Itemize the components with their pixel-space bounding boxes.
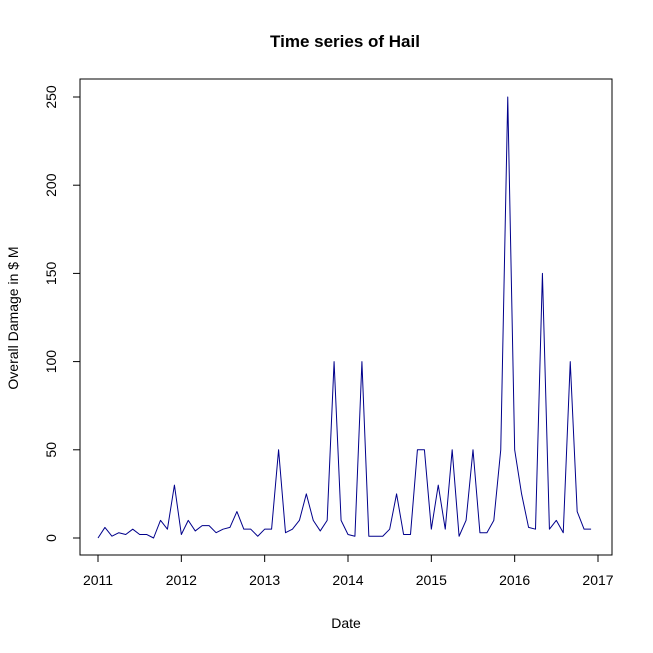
y-tick-label: 0 — [43, 534, 59, 542]
x-tick-label: 2012 — [166, 572, 197, 588]
x-tick-label: 2017 — [582, 572, 613, 588]
series-line — [97, 96, 592, 539]
x-tick-label: 2011 — [83, 572, 113, 588]
series-layer — [97, 96, 592, 539]
x-axis: 2011 2012 2013 2014 2015 2016 2017 — [83, 554, 614, 588]
x-tick-label: 2015 — [416, 572, 447, 588]
x-tick-label: 2016 — [499, 572, 530, 588]
y-axis: 0 50 100 150 200 250 — [43, 85, 81, 542]
y-tick-label: 50 — [43, 442, 59, 458]
plot-frame — [79, 78, 613, 556]
y-tick-label: 150 — [43, 262, 59, 286]
y-tick-label: 100 — [43, 350, 59, 374]
chart-title: Time series of Hail — [270, 32, 420, 51]
x-tick-label: 2014 — [332, 572, 363, 588]
y-tick-label: 250 — [43, 85, 59, 109]
y-tick-label: 200 — [43, 173, 59, 197]
y-axis-label: Overall Damage in $ M — [5, 246, 21, 389]
x-axis-label: Date — [331, 615, 361, 631]
x-tick-label: 2013 — [249, 572, 280, 588]
